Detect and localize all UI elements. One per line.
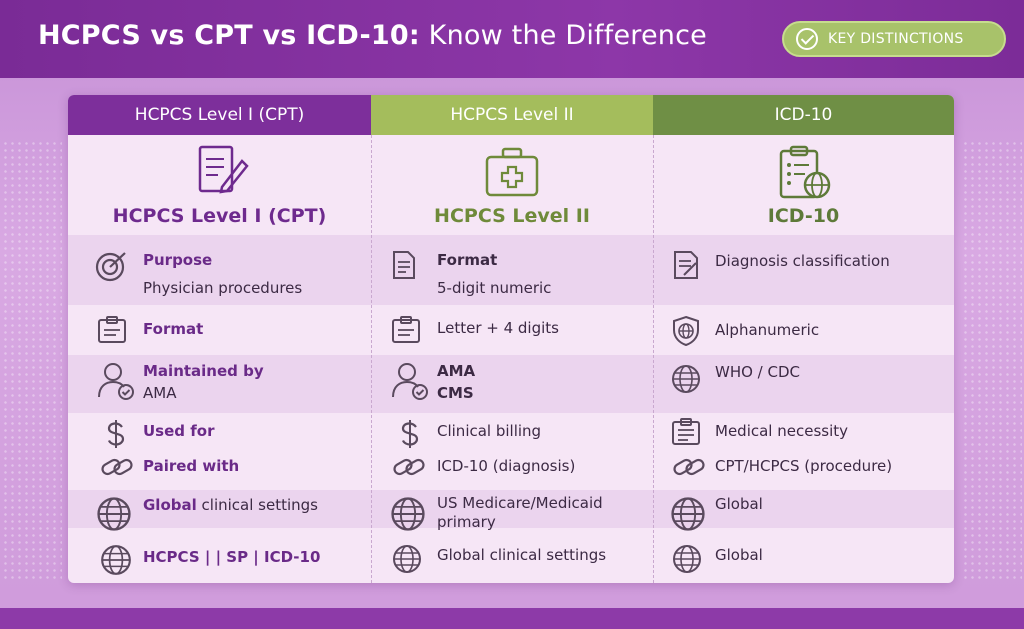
link-icon [100, 453, 134, 485]
cell-value-2: primary [437, 512, 496, 531]
cell-value: clinical settings [196, 496, 318, 514]
decorative-dots-left [2, 140, 62, 580]
user-check-icon [96, 361, 136, 405]
cell-key: Used for [143, 422, 215, 440]
link-icon [672, 453, 706, 485]
column-header-icd10: ICD-10 [653, 95, 954, 135]
medical-kit-icon [479, 143, 545, 203]
hero-label-icd10: ICD-10 [767, 205, 840, 227]
cell-value: Global [715, 546, 763, 564]
clipboard-icon [96, 315, 128, 349]
hero-icd10: ICD-10 [653, 139, 954, 235]
badge-label: KEY DISTINCTIONS [828, 31, 964, 47]
globe-icon [390, 543, 424, 579]
column-divider [371, 135, 372, 583]
cell-icd10-format: Alphanumeric [715, 320, 819, 342]
cell-value: Clinical billing [437, 422, 542, 440]
cell-hcpcs2-footer: Global clinical settings [437, 545, 606, 567]
dollar-icon [398, 419, 422, 453]
hero-hcpcs-level-2: HCPCS Level II [371, 139, 653, 235]
cell-key: Format [437, 251, 498, 269]
cell-hcpcs2-used-for: Clinical billing [437, 421, 541, 443]
comparison-table: HCPCS Level I (CPT) HCPCS Level II ICD-1… [68, 95, 954, 583]
cell-value: ICD-10 (diagnosis) [437, 457, 576, 475]
hero-label-cpt: HCPCS Level I (CPT) [112, 205, 327, 227]
document-icon [388, 249, 420, 285]
cell-key: Maintained by [143, 362, 264, 380]
shield-globe-icon [670, 315, 702, 351]
user-check-icon [390, 361, 430, 405]
cell-cpt-maintained: Maintained by AMA [143, 361, 264, 405]
cell-cpt-format: Format [143, 319, 203, 341]
cell-value: AMA [437, 362, 476, 380]
globe-icon [388, 495, 428, 537]
footer-bar [0, 608, 1024, 629]
dollar-icon [104, 419, 128, 453]
cell-hcpcs2-format-value: Letter + 4 digits [437, 318, 559, 340]
cell-value: Global [715, 495, 763, 513]
cell-value: CPT/HCPCS (procedure) [715, 457, 893, 475]
title-bold: HCPCS vs CPT vs ICD-10: [38, 20, 420, 51]
cell-key: Purpose [143, 251, 213, 269]
cell-cpt-footer: HCPCS | | SP | ICD-10 [143, 547, 320, 569]
row-band [68, 355, 954, 413]
cell-key: Global [143, 496, 197, 514]
target-icon [94, 249, 130, 287]
cell-hcpcs2-format: Format 5-digit numeric [437, 250, 551, 300]
clipboard-icon [390, 315, 422, 349]
cell-value: US Medicare/Medicaid [437, 494, 603, 512]
clipboard-list-icon [670, 417, 702, 451]
cell-cpt-paired-with: Paired with [143, 456, 239, 478]
cell-icd10-paired-with: CPT/HCPCS (procedure) [715, 456, 892, 478]
cell-value: Medical necessity [715, 422, 849, 440]
cell-icd10-purpose: Diagnosis classification [715, 251, 890, 273]
cell-value: Global clinical settings [437, 546, 607, 564]
row-band [68, 235, 954, 305]
globe-icon [670, 363, 702, 399]
page-title: HCPCS vs CPT vs ICD-10: Know the Differe… [38, 20, 707, 51]
globe-icon [668, 495, 708, 537]
cell-value: Letter + 4 digits [437, 319, 559, 337]
title-rest: Know the Difference [428, 20, 707, 51]
column-divider [653, 135, 654, 583]
form-icon [670, 249, 702, 285]
cell-hcpcs2-scope: US Medicare/Medicaid primary [437, 494, 603, 532]
cell-value: Physician procedures [143, 278, 303, 297]
cell-value: 5-digit numeric [437, 278, 552, 297]
column-header-hcpcs-level-2: HCPCS Level II [371, 95, 653, 135]
cell-hcpcs2-paired-with: ICD-10 (diagnosis) [437, 456, 575, 478]
header-bar: HCPCS vs CPT vs ICD-10: Know the Differe… [0, 0, 1024, 78]
row-band [68, 490, 954, 528]
cell-value: AMA [143, 383, 177, 402]
check-circle-icon [796, 28, 818, 50]
link-icon [392, 453, 426, 485]
document-pen-icon [188, 143, 252, 203]
cell-icd10-scope: Global [715, 494, 763, 516]
cell-value: Diagnosis classification [715, 252, 890, 270]
hero-cpt: HCPCS Level I (CPT) [68, 139, 371, 235]
cell-icd10-maintained: WHO / CDC [715, 362, 800, 384]
globe-icon [98, 543, 134, 581]
column-header-cpt: HCPCS Level I (CPT) [68, 95, 371, 135]
hero-label-hcpcs-level-2: HCPCS Level II [434, 205, 590, 227]
cell-key: Format [143, 320, 204, 338]
cell-cpt-scope: Global clinical settings [143, 495, 318, 517]
key-distinctions-badge: KEY DISTINCTIONS [782, 21, 1006, 57]
cell-icd10-used-for: Medical necessity [715, 421, 848, 443]
cell-key: Paired with [143, 457, 240, 475]
cell-hcpcs2-maintained: AMA CMS [437, 361, 475, 405]
cell-key: HCPCS | | SP | ICD-10 [143, 548, 321, 566]
globe-icon [94, 495, 134, 537]
cell-value-2: CMS [437, 383, 474, 402]
cell-value: Alphanumeric [715, 321, 820, 339]
clipboard-globe-icon [771, 143, 837, 205]
decorative-dots-right [962, 140, 1022, 580]
cell-value: WHO / CDC [715, 363, 801, 381]
cell-cpt-purpose: Purpose Physician procedures [143, 250, 302, 300]
cell-icd10-footer: Global [715, 545, 763, 567]
globe-icon [670, 543, 704, 579]
cell-cpt-used-for: Used for [143, 421, 214, 443]
